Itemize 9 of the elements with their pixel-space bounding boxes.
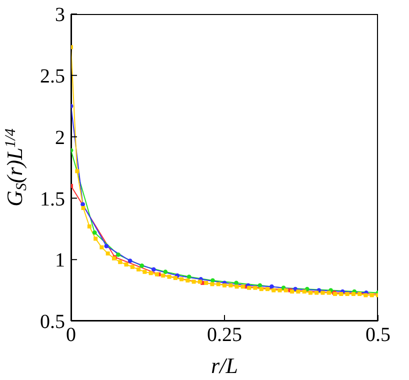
y-tick-label: 1 bbox=[55, 250, 65, 272]
x-tick-label: 0 bbox=[66, 324, 76, 346]
y-tick-label: 1.5 bbox=[40, 188, 65, 210]
x-axis-title: r/L bbox=[211, 353, 238, 378]
y-tick-label: 2 bbox=[55, 126, 65, 149]
y-tick-label: 2.5 bbox=[40, 66, 65, 88]
x-tick-label: 0.5 bbox=[366, 324, 390, 346]
y-tick-label: 3 bbox=[55, 4, 65, 26]
x-tick-label: 0.25 bbox=[207, 324, 242, 346]
